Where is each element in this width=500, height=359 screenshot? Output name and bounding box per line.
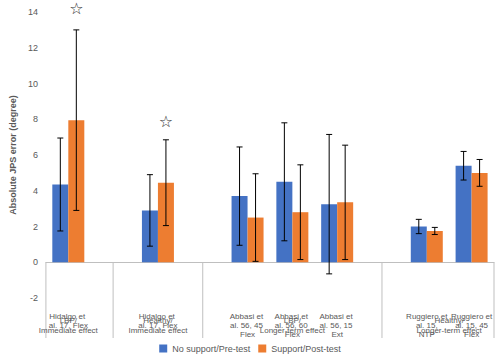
svg-text:Abbasi et: Abbasi et bbox=[230, 312, 266, 321]
svg-text:Longer-term effect: Longer-term effect bbox=[259, 325, 325, 335]
svg-text:al. 17, Flex: al. 17, Flex bbox=[138, 321, 177, 330]
svg-text:0: 0 bbox=[33, 257, 38, 267]
svg-text:Support/Post-test: Support/Post-test bbox=[271, 344, 341, 354]
svg-text:Hidalgo et: Hidalgo et bbox=[139, 312, 177, 321]
svg-text:6: 6 bbox=[33, 150, 38, 160]
svg-text:No support/Pre-test: No support/Pre-test bbox=[172, 344, 251, 354]
svg-text:Abbasi et: Abbasi et bbox=[319, 312, 355, 321]
svg-text:al. 56, 60: al. 56, 60 bbox=[275, 321, 310, 330]
svg-text:Flex: Flex bbox=[464, 330, 479, 339]
svg-text:Immediate effect: Immediate effect bbox=[128, 325, 188, 335]
svg-text:4: 4 bbox=[33, 186, 38, 196]
svg-text:Flex: Flex bbox=[285, 330, 300, 339]
svg-text:Hidalgo et: Hidalgo et bbox=[49, 312, 87, 321]
svg-text:☆: ☆ bbox=[69, 0, 83, 18]
svg-text:8: 8 bbox=[33, 114, 38, 124]
svg-text:10: 10 bbox=[28, 79, 38, 89]
svg-text:Flex: Flex bbox=[240, 330, 255, 339]
svg-text:-2: -2 bbox=[30, 293, 38, 303]
svg-text:Ruggiero et: Ruggiero et bbox=[406, 312, 448, 321]
svg-text:Absolute JPS error (degree): Absolute JPS error (degree) bbox=[8, 95, 18, 215]
svg-text:al. 56, 45: al. 56, 45 bbox=[230, 321, 265, 330]
svg-text:12: 12 bbox=[28, 43, 38, 53]
svg-text:☆: ☆ bbox=[159, 112, 173, 131]
svg-text:Abbasi et: Abbasi et bbox=[275, 312, 311, 321]
svg-text:Immediate effect: Immediate effect bbox=[38, 325, 98, 335]
svg-text:al. 56, 15: al. 56, 15 bbox=[320, 321, 355, 330]
svg-text:Ruggiero et: Ruggiero et bbox=[451, 312, 493, 321]
svg-text:al. 15, 45: al. 15, 45 bbox=[453, 321, 490, 330]
svg-text:al. 17, Flex: al. 17, Flex bbox=[49, 321, 88, 330]
svg-text:NTP: NTP bbox=[419, 330, 435, 339]
svg-text:al. 15,: al. 15, bbox=[414, 321, 440, 330]
svg-text:Ext: Ext bbox=[331, 330, 343, 339]
svg-text:14: 14 bbox=[28, 7, 38, 17]
svg-text:2: 2 bbox=[33, 222, 38, 232]
